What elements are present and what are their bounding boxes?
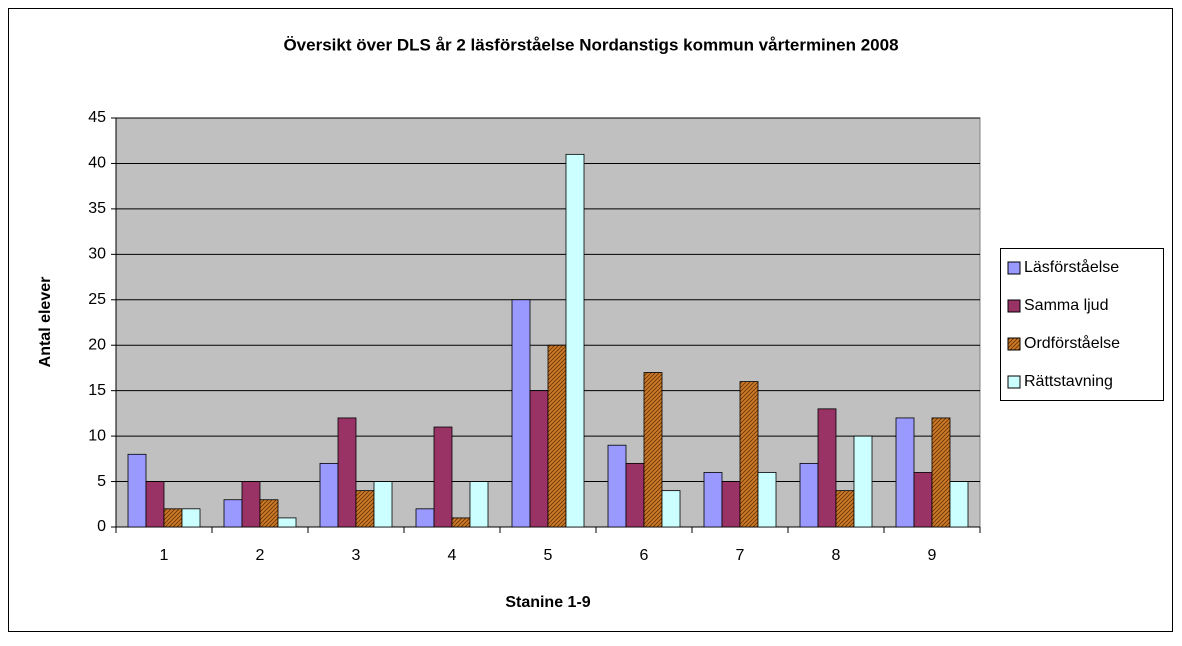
- bar: [757, 472, 777, 528]
- bar: [223, 499, 243, 528]
- bar: [355, 490, 375, 528]
- bar: [433, 426, 453, 528]
- y-tick-label: 5: [97, 473, 106, 490]
- bar: [241, 481, 261, 528]
- y-tick-label: 15: [88, 382, 106, 399]
- bar: [259, 499, 279, 528]
- bar: [625, 462, 645, 528]
- bar: [565, 153, 585, 528]
- x-tick-label: 4: [448, 547, 457, 564]
- x-tick-label: 5: [544, 547, 553, 564]
- bar: [337, 417, 357, 528]
- legend-swatch: [1007, 299, 1021, 313]
- bar: [181, 508, 201, 528]
- bar: [511, 299, 531, 528]
- legend-label: Rättstavning: [1024, 373, 1113, 390]
- legend-label: Samma ljud: [1024, 297, 1108, 314]
- x-tick-label: 2: [256, 547, 265, 564]
- y-tick-label: 45: [88, 109, 106, 126]
- bar: [607, 444, 627, 528]
- x-tick-label: 1: [160, 547, 169, 564]
- bar: [127, 453, 147, 528]
- y-tick-label: 25: [88, 291, 106, 308]
- bar: [931, 417, 951, 528]
- y-tick-label: 35: [88, 200, 106, 217]
- bar: [949, 481, 969, 528]
- y-tick-label: 30: [88, 246, 106, 263]
- legend-swatch: [1007, 337, 1021, 351]
- bar: [835, 490, 855, 528]
- x-tick-label: 6: [640, 547, 649, 564]
- bar: [799, 462, 819, 528]
- bar: [721, 481, 741, 528]
- legend-label: Ordförståelse: [1024, 334, 1120, 352]
- bar: [277, 517, 297, 528]
- y-tick-label: 10: [88, 427, 106, 444]
- bar: [913, 472, 933, 528]
- x-tick-label: 8: [832, 547, 841, 564]
- x-tick-label: 7: [736, 547, 745, 564]
- bar: [319, 462, 339, 528]
- bar: [163, 508, 183, 528]
- y-tick-label: 0: [97, 518, 106, 535]
- bar: [373, 481, 393, 528]
- bar: [451, 517, 471, 528]
- bar: [469, 481, 489, 528]
- bar: [643, 372, 663, 528]
- x-axis-label: Stanine 1-9: [505, 594, 590, 611]
- bar: [547, 344, 567, 528]
- bar: [145, 481, 165, 528]
- y-tick-label: 40: [88, 155, 106, 172]
- y-tick-label: 20: [88, 336, 106, 353]
- chart-title: Översikt över DLS år 2 läsförståelse Nor…: [283, 35, 898, 54]
- bar: [895, 417, 915, 528]
- legend-swatch: [1007, 375, 1021, 389]
- legend-box: [1000, 248, 1164, 401]
- bar: [661, 490, 681, 528]
- bar: [817, 408, 837, 528]
- bar: [703, 472, 723, 528]
- x-tick-label: 3: [352, 547, 361, 564]
- bar: [739, 381, 759, 528]
- y-axis-label: Antal elever: [37, 277, 54, 368]
- x-tick-label: 9: [928, 547, 937, 564]
- bar: [853, 435, 873, 528]
- legend-swatch: [1007, 261, 1021, 275]
- bar: [415, 508, 435, 528]
- bar: [529, 390, 549, 528]
- legend-label: Läsförståelse: [1024, 258, 1119, 276]
